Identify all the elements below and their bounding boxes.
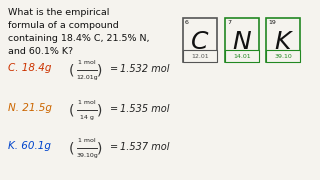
Text: (: ( — [69, 103, 75, 117]
Text: 1.535 mol: 1.535 mol — [120, 104, 170, 114]
Bar — [183, 50, 217, 62]
Text: 12.01: 12.01 — [191, 53, 209, 59]
Text: and 60.1% K?: and 60.1% K? — [8, 47, 73, 56]
Text: containing 18.4% C, 21.5% N,: containing 18.4% C, 21.5% N, — [8, 34, 149, 43]
Text: N. 21.5g: N. 21.5g — [8, 103, 52, 113]
Text: 19: 19 — [268, 20, 276, 25]
Text: =: = — [110, 64, 118, 74]
Text: What is the empirical: What is the empirical — [8, 8, 109, 17]
Text: 14.01: 14.01 — [233, 53, 251, 59]
Text: 39.10: 39.10 — [274, 53, 292, 59]
Text: 39.10g: 39.10g — [76, 153, 98, 158]
Text: 1 mol: 1 mol — [78, 138, 96, 143]
Text: 12.01g: 12.01g — [76, 75, 98, 80]
Text: C. 18.4g: C. 18.4g — [8, 63, 52, 73]
Text: N: N — [233, 30, 252, 54]
Text: 1.532 mol: 1.532 mol — [120, 64, 170, 74]
Text: =: = — [110, 142, 118, 152]
Bar — [266, 50, 300, 62]
Text: (: ( — [69, 63, 75, 77]
Text: 6: 6 — [185, 20, 189, 25]
Text: (: ( — [69, 141, 75, 155]
Bar — [225, 18, 259, 62]
Text: =: = — [110, 104, 118, 114]
Text: ): ) — [97, 141, 103, 155]
Text: 1.537 mol: 1.537 mol — [120, 142, 170, 152]
Text: formula of a compound: formula of a compound — [8, 21, 119, 30]
Bar — [266, 18, 300, 62]
Bar — [225, 50, 259, 62]
Text: 1 mol: 1 mol — [78, 60, 96, 65]
Text: ): ) — [97, 63, 103, 77]
Text: 7: 7 — [227, 20, 231, 25]
Text: K: K — [275, 30, 291, 54]
Text: ): ) — [97, 103, 103, 117]
Text: K. 60.1g: K. 60.1g — [8, 141, 51, 151]
Text: 1 mol: 1 mol — [78, 100, 96, 105]
Bar — [183, 18, 217, 62]
Text: C: C — [191, 30, 209, 54]
Text: 14 g: 14 g — [80, 115, 94, 120]
